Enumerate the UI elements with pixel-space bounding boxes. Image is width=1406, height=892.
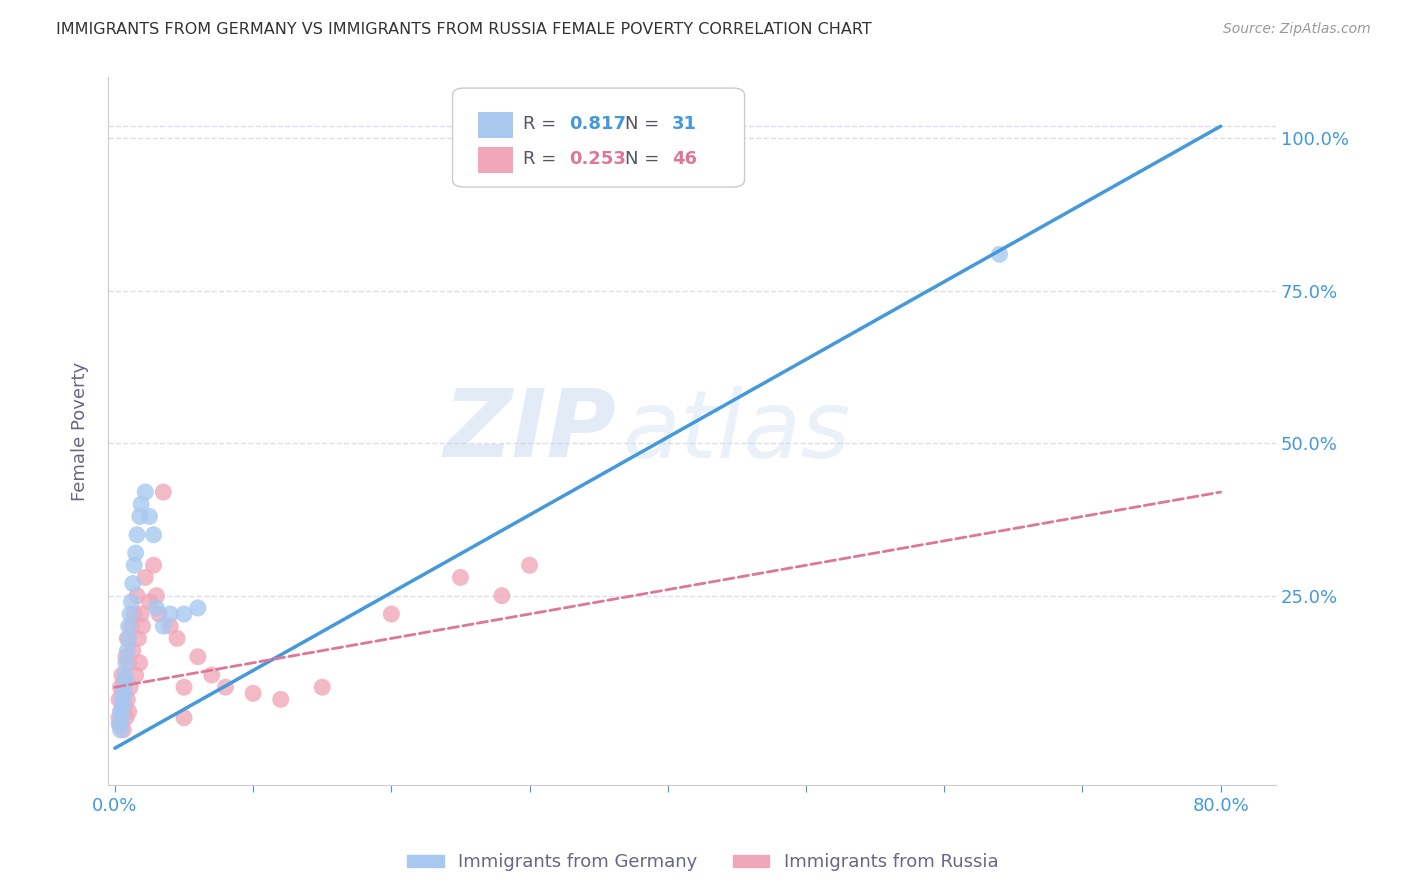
Point (121, 619, 143, 633)
Text: N =: N = (626, 151, 665, 169)
Point (380, 607, 402, 621)
Text: N =: N = (626, 115, 665, 133)
Point (134, 570, 156, 584)
Point (145, 601, 167, 615)
Point (125, 589, 148, 603)
Point (242, 686, 264, 700)
Text: 0.817: 0.817 (569, 115, 626, 133)
Point (110, 705, 132, 719)
Point (117, 632, 139, 646)
Point (122, 558, 145, 573)
Point (121, 595, 143, 609)
Legend: Immigrants from Germany, Immigrants from Russia: Immigrants from Germany, Immigrants from… (401, 847, 1005, 879)
Point (124, 546, 146, 560)
Point (114, 668, 136, 682)
Point (166, 632, 188, 646)
Point (173, 607, 195, 621)
Point (187, 649, 209, 664)
Point (128, 509, 150, 524)
Point (270, 692, 292, 706)
Point (201, 668, 224, 682)
Point (112, 723, 135, 737)
Bar (478, 112, 513, 137)
Point (108, 692, 131, 706)
Point (122, 643, 145, 657)
Point (115, 711, 138, 725)
Point (519, 558, 541, 573)
Point (117, 692, 139, 706)
Point (115, 649, 138, 664)
FancyBboxPatch shape (453, 88, 745, 187)
Point (138, 509, 160, 524)
Point (173, 711, 195, 725)
Text: ZIP: ZIP (443, 385, 616, 477)
Point (115, 674, 138, 689)
Point (114, 698, 136, 713)
Text: 46: 46 (672, 151, 697, 169)
Text: IMMIGRANTS FROM GERMANY VS IMMIGRANTS FROM RUSSIA FEMALE POVERTY CORRELATION CHA: IMMIGRANTS FROM GERMANY VS IMMIGRANTS FR… (56, 22, 872, 37)
Point (214, 680, 236, 694)
Point (145, 589, 167, 603)
Point (138, 595, 160, 609)
Point (118, 705, 141, 719)
Point (120, 607, 142, 621)
Point (117, 643, 139, 657)
Point (173, 680, 195, 694)
Point (122, 576, 145, 591)
Point (127, 632, 149, 646)
Point (115, 656, 138, 670)
Point (129, 497, 152, 511)
Text: R =: R = (523, 151, 561, 169)
Point (142, 528, 165, 542)
Point (152, 485, 174, 500)
Point (142, 558, 165, 573)
Text: atlas: atlas (621, 385, 851, 476)
Point (110, 723, 132, 737)
Bar (478, 147, 513, 173)
Point (111, 705, 134, 719)
Y-axis label: Female Poverty: Female Poverty (72, 361, 89, 500)
Point (125, 528, 148, 542)
Point (112, 698, 135, 713)
Point (110, 680, 132, 694)
Text: Source: ZipAtlas.com: Source: ZipAtlas.com (1223, 22, 1371, 37)
Point (108, 711, 131, 725)
Point (449, 570, 471, 584)
Point (491, 589, 513, 603)
Point (128, 656, 150, 670)
Point (112, 680, 135, 694)
Point (134, 485, 156, 500)
Point (118, 619, 141, 633)
Point (159, 619, 181, 633)
Point (120, 680, 142, 694)
Point (131, 619, 153, 633)
Point (111, 711, 134, 725)
Point (110, 716, 132, 731)
Point (111, 668, 134, 682)
Point (118, 632, 141, 646)
Point (311, 680, 333, 694)
Point (187, 601, 209, 615)
Text: R =: R = (523, 115, 561, 133)
Point (111, 692, 134, 706)
Point (159, 607, 181, 621)
Point (148, 607, 170, 621)
Text: 31: 31 (672, 115, 697, 133)
Point (988, 247, 1011, 261)
Text: 0.253: 0.253 (569, 151, 626, 169)
Point (118, 656, 141, 670)
Point (114, 674, 136, 689)
Point (122, 607, 145, 621)
Point (152, 619, 174, 633)
Point (129, 607, 152, 621)
Point (124, 668, 146, 682)
Point (114, 686, 136, 700)
Point (112, 686, 135, 700)
Point (108, 716, 131, 731)
